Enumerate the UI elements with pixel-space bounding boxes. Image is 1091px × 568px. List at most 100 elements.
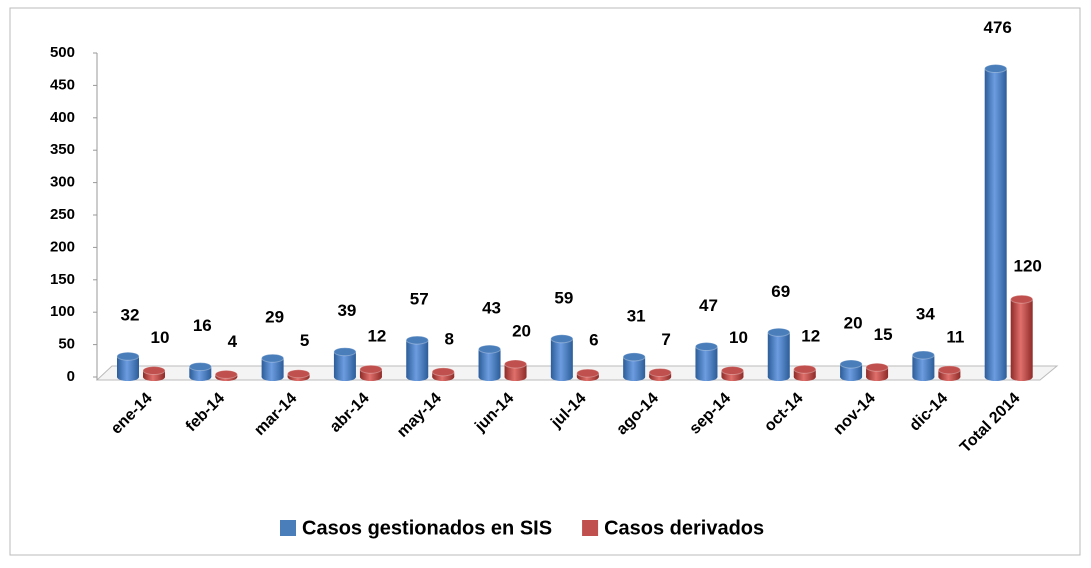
bar-top <box>767 327 791 337</box>
y-tick-label: 450 <box>50 76 75 93</box>
bar-base <box>550 373 573 381</box>
y-tick-label: 400 <box>50 109 75 126</box>
bar <box>116 351 140 381</box>
y-tick-label: 500 <box>50 44 75 61</box>
bar-top <box>576 368 600 378</box>
bar-base <box>840 373 863 381</box>
bar-base <box>938 373 961 381</box>
chart-border <box>9 7 1081 556</box>
bar-base <box>866 373 889 381</box>
bar-top <box>333 347 357 357</box>
value-label: 43 <box>482 299 501 318</box>
value-label: 10 <box>151 328 170 347</box>
bar-base <box>333 373 356 381</box>
bar <box>214 369 238 381</box>
bar-base <box>623 373 646 381</box>
bar-body <box>478 349 501 377</box>
value-label: 31 <box>627 306 646 325</box>
value-label: 476 <box>984 18 1012 37</box>
bar-body <box>984 68 1007 377</box>
value-label: 5 <box>300 331 309 350</box>
bar-base <box>406 373 429 381</box>
bar <box>793 364 817 381</box>
bar-base <box>359 373 382 381</box>
bar-body <box>623 356 646 377</box>
bar <box>984 64 1008 381</box>
bar-base <box>1010 373 1033 381</box>
bar <box>287 369 311 381</box>
value-label: 11 <box>946 327 964 346</box>
bar-base <box>189 373 212 381</box>
bar-top <box>504 359 528 369</box>
bar-base <box>143 373 165 381</box>
value-label: 10 <box>729 328 748 347</box>
bar <box>431 367 455 381</box>
bar <box>839 359 863 381</box>
value-label: 4 <box>228 332 238 351</box>
bar-body <box>912 354 935 377</box>
bar-top <box>1010 294 1034 304</box>
bar-base <box>695 373 718 381</box>
value-label: 20 <box>844 314 863 333</box>
legend-swatch <box>582 520 599 536</box>
bar-top <box>116 351 140 361</box>
value-label: 6 <box>589 331 598 350</box>
value-label: 29 <box>265 308 284 327</box>
bar <box>550 334 574 381</box>
value-label: 8 <box>444 329 453 348</box>
bar-base <box>117 373 139 381</box>
bar <box>622 352 646 381</box>
bar-top <box>984 64 1008 74</box>
value-label: 47 <box>699 296 718 315</box>
bar-body <box>767 332 790 377</box>
bar <box>333 347 357 381</box>
y-tick-label: 250 <box>50 206 75 223</box>
bar-base <box>721 373 744 381</box>
bar-base <box>793 373 816 381</box>
bar-top <box>478 344 502 354</box>
value-label: 7 <box>661 330 670 349</box>
bar <box>767 327 791 381</box>
bar-body <box>695 346 718 377</box>
value-label: 69 <box>771 282 790 301</box>
bar-top <box>188 362 212 372</box>
bar-top <box>359 364 383 374</box>
bar-body <box>406 340 429 377</box>
value-label: 59 <box>554 288 573 307</box>
bar <box>911 350 935 381</box>
bar-base <box>261 373 284 381</box>
bar <box>720 366 744 381</box>
bar <box>504 359 528 381</box>
y-tick-label: 350 <box>50 141 75 158</box>
bar <box>865 362 889 381</box>
legend-swatch <box>280 520 296 536</box>
bar <box>359 364 383 381</box>
y-tick-label: 100 <box>50 303 75 320</box>
value-label: 15 <box>874 325 893 344</box>
bar-base <box>478 373 501 381</box>
bar-body <box>550 338 573 377</box>
bar-base <box>912 373 935 381</box>
bar-body <box>117 356 139 377</box>
bar-top <box>214 369 238 379</box>
y-tick-label: 150 <box>50 271 75 288</box>
bar-top <box>405 335 429 345</box>
value-label: 12 <box>367 327 386 346</box>
bar <box>405 335 429 381</box>
bar-top <box>937 365 961 375</box>
bar <box>188 362 212 381</box>
value-label: 20 <box>512 322 531 341</box>
bar-top <box>261 353 285 363</box>
bar-top <box>287 369 311 379</box>
bar <box>1010 294 1034 381</box>
value-label: 57 <box>410 290 429 309</box>
bar-base <box>767 373 790 381</box>
bar-body <box>333 351 356 377</box>
bar-top <box>865 362 889 372</box>
value-label: 34 <box>916 304 935 323</box>
y-tick-label: 200 <box>50 238 75 255</box>
bar <box>694 342 718 381</box>
bar-body <box>1010 299 1033 377</box>
legend-label: Casos derivados <box>604 517 764 539</box>
